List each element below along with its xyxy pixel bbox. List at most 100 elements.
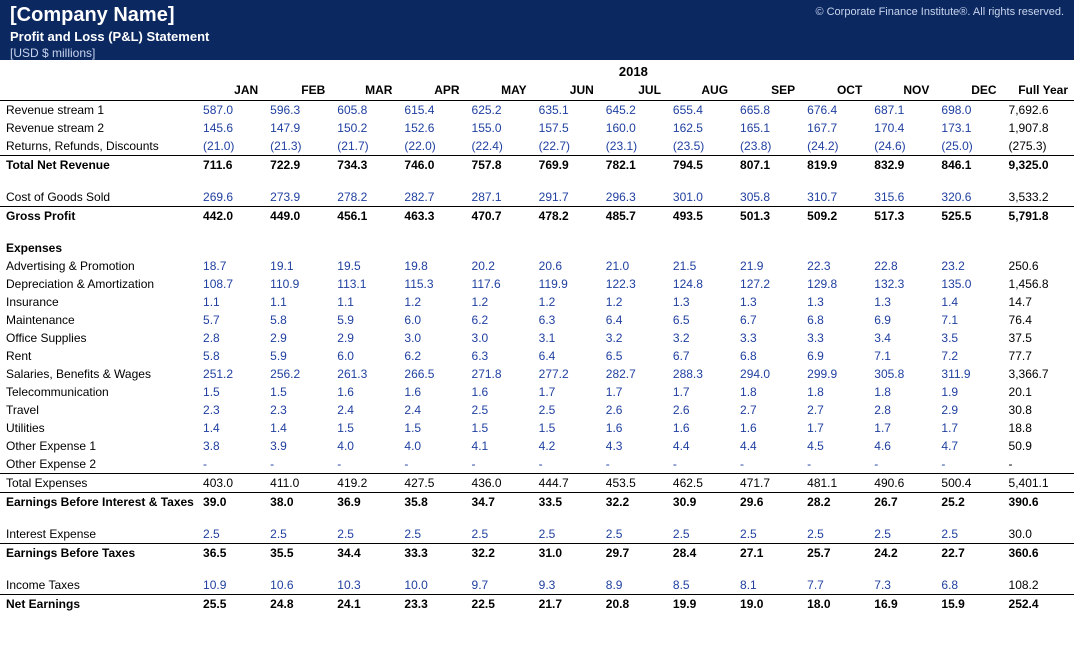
cell-value: 135.0 bbox=[935, 275, 1002, 293]
cell-value: 687.1 bbox=[868, 101, 935, 120]
cell-value: 1.7 bbox=[533, 383, 600, 401]
cell-value: 449.0 bbox=[264, 207, 331, 226]
cell-value: 5.8 bbox=[197, 347, 264, 365]
table-row: Insurance1.11.11.11.21.21.21.21.31.31.31… bbox=[0, 293, 1074, 311]
cell-value: 36.5 bbox=[197, 544, 264, 563]
month-header: JAN bbox=[197, 81, 264, 101]
cell-value: 453.5 bbox=[600, 474, 667, 493]
cell-value: 1.3 bbox=[868, 293, 935, 311]
cell-value: 3.3 bbox=[801, 329, 868, 347]
cell-value: 2.7 bbox=[734, 401, 801, 419]
cell-value: 1.8 bbox=[734, 383, 801, 401]
month-header: NOV bbox=[868, 81, 935, 101]
cell-value: 403.0 bbox=[197, 474, 264, 493]
cell-value: 7.2 bbox=[935, 347, 1002, 365]
cell-value: 21.5 bbox=[667, 257, 734, 275]
cell-value: 2.5 bbox=[264, 525, 331, 544]
cell-value: 20.6 bbox=[533, 257, 600, 275]
cell-value: 4.4 bbox=[667, 437, 734, 455]
table-row: Returns, Refunds, Discounts(21.0)(21.3)(… bbox=[0, 137, 1074, 156]
month-header: APR bbox=[398, 81, 465, 101]
cell-value: 2.8 bbox=[868, 401, 935, 419]
cell-value: 28.4 bbox=[667, 544, 734, 563]
row-label: Maintenance bbox=[0, 311, 197, 329]
month-header: DEC bbox=[935, 81, 1002, 101]
cell-value: 28.2 bbox=[801, 493, 868, 512]
cell-value: 21.0 bbox=[600, 257, 667, 275]
table-row: Utilities1.41.41.51.51.51.51.61.61.61.71… bbox=[0, 419, 1074, 437]
cell-value: - bbox=[868, 455, 935, 474]
cell-value: 6.8 bbox=[734, 347, 801, 365]
spacer-row bbox=[0, 562, 1074, 576]
cell-value: 1.5 bbox=[533, 419, 600, 437]
cell-value: 3.5 bbox=[935, 329, 1002, 347]
cell-value: 444.7 bbox=[533, 474, 600, 493]
table-row: Other Expense 13.83.94.04.04.14.24.34.44… bbox=[0, 437, 1074, 455]
cell-value: 1.4 bbox=[935, 293, 1002, 311]
cell-value: 2.6 bbox=[667, 401, 734, 419]
header-bar: [Company Name] Profit and Loss (P&L) Sta… bbox=[0, 0, 1074, 60]
cell-value: 525.5 bbox=[935, 207, 1002, 226]
cell-value: 832.9 bbox=[868, 156, 935, 175]
row-label: Advertising & Promotion bbox=[0, 257, 197, 275]
cell-value: 2.5 bbox=[466, 401, 533, 419]
cell-value: 271.8 bbox=[466, 365, 533, 383]
table-row: Salaries, Benefits & Wages251.2256.2261.… bbox=[0, 365, 1074, 383]
cell-value: 1.2 bbox=[398, 293, 465, 311]
cell-value: 493.5 bbox=[667, 207, 734, 226]
cell-value: 6.8 bbox=[935, 576, 1002, 595]
cell-value: 665.8 bbox=[734, 101, 801, 120]
cell-value: 769.9 bbox=[533, 156, 600, 175]
year-row: 2018 bbox=[0, 60, 1074, 81]
cell-value: 1.6 bbox=[466, 383, 533, 401]
cell-value: 108.7 bbox=[197, 275, 264, 293]
cell-value: - bbox=[197, 455, 264, 474]
cell-value: 1.1 bbox=[264, 293, 331, 311]
cell-value: 6.3 bbox=[533, 311, 600, 329]
cell-value: 35.8 bbox=[398, 493, 465, 512]
full-year-value: 37.5 bbox=[1003, 329, 1074, 347]
cell-value: 160.0 bbox=[600, 119, 667, 137]
cell-value: 33.5 bbox=[533, 493, 600, 512]
row-label: Gross Profit bbox=[0, 207, 197, 226]
cell-value: 320.6 bbox=[935, 188, 1002, 207]
cell-value: 7.7 bbox=[801, 576, 868, 595]
cell-value: 2.5 bbox=[734, 525, 801, 544]
cell-value: 7.1 bbox=[935, 311, 1002, 329]
cell-value: 21.7 bbox=[533, 595, 600, 614]
pl-table: 2018JANFEBMARAPRMAYJUNJULAUGSEPOCTNOVDEC… bbox=[0, 60, 1074, 613]
cell-value: 24.8 bbox=[264, 595, 331, 614]
table-row: Revenue stream 2145.6147.9150.2152.6155.… bbox=[0, 119, 1074, 137]
cell-value: 6.7 bbox=[667, 347, 734, 365]
cell-value: 4.0 bbox=[331, 437, 398, 455]
cell-value: 19.9 bbox=[667, 595, 734, 614]
cell-value: 1.7 bbox=[667, 383, 734, 401]
row-label: Depreciation & Amortization bbox=[0, 275, 197, 293]
year-label: 2018 bbox=[600, 60, 667, 81]
cell-value: 478.2 bbox=[533, 207, 600, 226]
cell-value: 5.8 bbox=[264, 311, 331, 329]
cell-value: 456.1 bbox=[331, 207, 398, 226]
full-year-value: 1,456.8 bbox=[1003, 275, 1074, 293]
table-row: Earnings Before Interest & Taxes39.038.0… bbox=[0, 493, 1074, 512]
cell-value: 436.0 bbox=[466, 474, 533, 493]
cell-value: 794.5 bbox=[667, 156, 734, 175]
cell-value: 517.3 bbox=[868, 207, 935, 226]
cell-value: 1.7 bbox=[868, 419, 935, 437]
cell-value: 1.3 bbox=[667, 293, 734, 311]
cell-value: 490.6 bbox=[868, 474, 935, 493]
cell-value: 1.8 bbox=[868, 383, 935, 401]
cell-value: 132.3 bbox=[868, 275, 935, 293]
full-year-value: 77.7 bbox=[1003, 347, 1074, 365]
cell-value: 2.4 bbox=[398, 401, 465, 419]
table-row: Travel2.32.32.42.42.52.52.62.62.72.72.82… bbox=[0, 401, 1074, 419]
cell-value: 2.5 bbox=[398, 525, 465, 544]
cell-value: 25.7 bbox=[801, 544, 868, 563]
cell-value: 6.9 bbox=[801, 347, 868, 365]
cell-value: 676.4 bbox=[801, 101, 868, 120]
row-label: Net Earnings bbox=[0, 595, 197, 614]
cell-value: 6.9 bbox=[868, 311, 935, 329]
cell-value: 645.2 bbox=[600, 101, 667, 120]
cell-value: 463.3 bbox=[398, 207, 465, 226]
full-year-value: 252.4 bbox=[1003, 595, 1074, 614]
